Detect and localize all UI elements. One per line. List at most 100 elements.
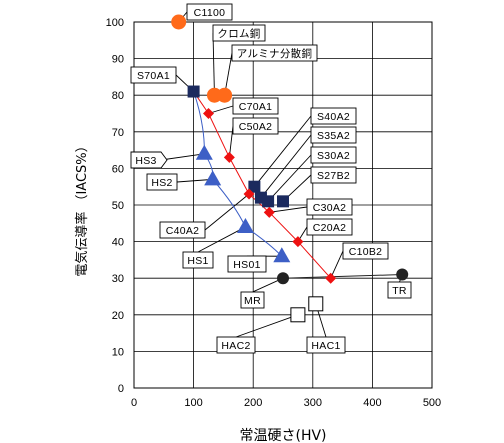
label-box bbox=[212, 24, 266, 42]
x-tick-label: 100 bbox=[184, 397, 202, 409]
red-diamond-marker bbox=[203, 108, 214, 119]
x-tick-label: 400 bbox=[363, 397, 381, 409]
point-label: HS01 bbox=[233, 259, 260, 271]
white-square-marker bbox=[290, 307, 306, 323]
white-square-marker bbox=[308, 296, 324, 312]
x-axis-tick-labels: 0 100 200 300 400 500 bbox=[131, 397, 441, 409]
point-label: MR bbox=[244, 295, 261, 307]
label-box bbox=[232, 97, 279, 115]
x-tick-label: 0 bbox=[131, 397, 137, 409]
label-box bbox=[146, 173, 178, 191]
label-box bbox=[231, 44, 318, 62]
orange-circle-marker bbox=[217, 87, 233, 103]
red-diamond-marker bbox=[243, 188, 255, 200]
label-box bbox=[310, 126, 357, 144]
leader-line bbox=[160, 153, 205, 161]
y-tick-label: 80 bbox=[112, 90, 124, 102]
y-tick-label: 30 bbox=[112, 273, 124, 285]
red-diamond-marker bbox=[223, 151, 235, 163]
black-circle-marker bbox=[396, 268, 409, 281]
leader-line bbox=[260, 134, 312, 198]
x-tick-label: 300 bbox=[304, 397, 322, 409]
navy-square-marker bbox=[187, 85, 200, 98]
leader-line bbox=[197, 226, 246, 253]
point-label: HAC1 bbox=[311, 340, 340, 352]
x-tick-label: 500 bbox=[423, 397, 441, 409]
leader-line bbox=[176, 178, 213, 183]
mr-tr-line bbox=[282, 274, 403, 279]
label-leader-lines bbox=[160, 11, 403, 338]
leader-line bbox=[254, 115, 312, 187]
y-tick-label: 40 bbox=[112, 237, 124, 249]
label-box bbox=[216, 336, 256, 354]
x-tick-label: 200 bbox=[244, 397, 262, 409]
y-axis-title: 電気伝導率 （IACS%） bbox=[74, 139, 90, 276]
blue-triangle-marker bbox=[236, 217, 254, 233]
label-box bbox=[130, 151, 168, 169]
point-label: C70A1 bbox=[239, 101, 273, 113]
label-box bbox=[232, 117, 279, 135]
leader-line bbox=[212, 32, 215, 96]
data-markers bbox=[171, 14, 409, 323]
leader-line bbox=[330, 250, 344, 279]
leader-line bbox=[269, 206, 308, 213]
point-label: C50A2 bbox=[239, 121, 273, 133]
leader-line bbox=[235, 314, 299, 338]
label-box bbox=[387, 281, 412, 299]
point-label: S27B2 bbox=[317, 170, 350, 182]
label-box bbox=[186, 3, 233, 21]
black-circle-marker bbox=[277, 272, 289, 285]
red-diamond-marker bbox=[292, 236, 304, 248]
red-diamond-marker bbox=[325, 272, 337, 284]
point-label: クロム銅 bbox=[217, 27, 260, 40]
y-tick-label: 60 bbox=[112, 163, 124, 175]
label-box bbox=[240, 291, 265, 309]
label-box bbox=[227, 255, 267, 273]
point-label: HS3 bbox=[135, 155, 156, 167]
y-tick-label: 70 bbox=[112, 127, 124, 139]
y-tick-label: 20 bbox=[112, 310, 124, 322]
y-tick-label: 0 bbox=[118, 383, 124, 395]
point-label: C1100 bbox=[194, 7, 226, 19]
point-label: C20A2 bbox=[313, 222, 347, 234]
label-box bbox=[159, 221, 206, 239]
navy-square-marker bbox=[277, 195, 289, 208]
label-box bbox=[342, 242, 389, 260]
y-tick-label: 100 bbox=[106, 17, 124, 29]
y-tick-label: 90 bbox=[112, 54, 124, 66]
y-tick-label: 10 bbox=[112, 346, 124, 358]
navy-square-marker bbox=[248, 180, 261, 193]
leader-line bbox=[228, 125, 234, 158]
label-box bbox=[310, 107, 357, 125]
label-box bbox=[310, 146, 357, 164]
point-label: HS2 bbox=[151, 177, 172, 189]
label-box bbox=[306, 336, 346, 354]
label-box bbox=[182, 251, 214, 269]
point-label: TR bbox=[392, 285, 407, 297]
point-label: アルミナ分散銅 bbox=[237, 47, 313, 60]
point-label: S40A2 bbox=[317, 111, 350, 123]
navy-square-marker bbox=[262, 195, 275, 208]
point-label: S70A1 bbox=[137, 70, 170, 82]
y-axis-tick-labels: 0 10 20 30 40 50 60 70 80 90 100 bbox=[106, 17, 124, 395]
x-axis-title: 常温硬さ(HV) bbox=[239, 428, 326, 443]
orange-circle-marker bbox=[171, 14, 187, 30]
blue-triangle-marker bbox=[195, 144, 213, 160]
leader-line bbox=[204, 193, 250, 231]
point-label: S30A2 bbox=[317, 150, 350, 162]
blue-triangle-marker bbox=[204, 170, 222, 186]
label-box bbox=[306, 198, 353, 216]
label-box bbox=[306, 218, 353, 236]
point-label: S35A2 bbox=[317, 130, 350, 142]
red-diamond-marker bbox=[263, 206, 275, 218]
point-label: C10B2 bbox=[349, 246, 383, 258]
blue-triangle-marker bbox=[273, 247, 291, 263]
label-box bbox=[310, 166, 357, 184]
point-label: C40A2 bbox=[166, 225, 200, 237]
point-label: C30A2 bbox=[313, 202, 347, 214]
point-label: HAC2 bbox=[221, 340, 250, 352]
leader-line bbox=[267, 154, 312, 202]
label-box bbox=[130, 66, 177, 84]
